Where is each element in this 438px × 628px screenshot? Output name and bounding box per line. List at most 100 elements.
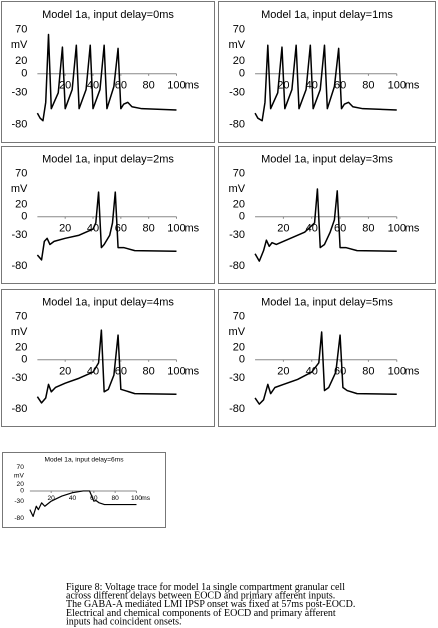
y-tick-label: 0 (21, 211, 27, 223)
y-tick-label: 70 (15, 311, 27, 323)
y-tick-label: 70 (15, 23, 27, 35)
panel-title: Model 1a, input delay=2ms (42, 154, 174, 166)
x-tick-label: 100 (388, 80, 406, 92)
panel-frame (218, 1, 436, 143)
y-axis-label: mV (11, 183, 28, 195)
y-axis-label: mV (14, 472, 24, 479)
voltage-trace (36, 329, 177, 404)
x-axis-label: ms (184, 80, 199, 92)
y-tick-label: -80 (11, 118, 27, 130)
panel-frame (1, 146, 215, 284)
y-tick-label: -30 (11, 372, 27, 384)
x-axis-label: ms (405, 80, 420, 92)
voltage-trace (254, 331, 397, 405)
x-tick-label: 40 (306, 223, 318, 235)
panel-title: Model 1a, input delay=5ms (261, 297, 393, 309)
x-tick-label: 80 (143, 366, 155, 378)
y-tick-label: 70 (15, 168, 27, 180)
caption-line: The GABA-A mediated LMI IPSP onset was f… (66, 599, 355, 610)
y-axis-label: mV (229, 183, 246, 195)
x-axis-label: ms (405, 366, 420, 378)
y-tick-label: 20 (233, 198, 245, 210)
y-tick-label: 70 (17, 464, 25, 471)
y-tick-label: 20 (15, 198, 27, 210)
y-tick-label: 20 (15, 55, 27, 67)
panel-frame (1, 1, 215, 143)
x-tick-label: 20 (59, 80, 71, 92)
x-tick-label: 100 (167, 80, 185, 92)
x-tick-label: 20 (59, 223, 71, 235)
panel-title: Model 1a, input delay=1ms (261, 9, 393, 21)
voltage-trace (36, 191, 177, 261)
caption-line: inputs had coincident onsets. (66, 616, 182, 627)
x-tick-label: 60 (115, 80, 127, 92)
x-axis-label: ms (405, 223, 420, 235)
x-tick-label: 80 (362, 366, 374, 378)
x-tick-label: 100 (167, 366, 185, 378)
x-tick-label: 20 (277, 366, 289, 378)
caption-line: across different delays between EOCD and… (66, 591, 335, 602)
x-tick-label: 20 (59, 366, 71, 378)
x-tick-label: 80 (362, 80, 374, 92)
y-tick-label: -30 (229, 87, 245, 99)
y-tick-label: -30 (11, 229, 27, 241)
y-tick-label: -30 (229, 229, 245, 241)
y-tick-label: 20 (17, 481, 25, 488)
x-tick-label: 40 (87, 80, 99, 92)
y-tick-label: -30 (14, 498, 24, 505)
x-tick-label: 100 (388, 366, 406, 378)
x-tick-label: 80 (143, 80, 155, 92)
x-tick-label: 80 (143, 223, 155, 235)
x-axis-label: ms (141, 495, 150, 502)
x-tick-label: 20 (277, 223, 289, 235)
y-tick-label: -80 (14, 515, 24, 522)
y-tick-label: 0 (239, 211, 245, 223)
x-tick-label: 60 (334, 223, 346, 235)
y-tick-label: 0 (21, 354, 27, 366)
x-tick-label: 80 (111, 495, 119, 502)
panel-frame (2, 452, 166, 528)
y-tick-label: -80 (11, 403, 27, 415)
y-tick-label: 20 (233, 55, 245, 67)
y-tick-label: -30 (11, 87, 27, 99)
x-axis-label: ms (184, 223, 199, 235)
y-axis-label: mV (11, 39, 28, 51)
y-tick-label: -80 (229, 403, 245, 415)
voltage-trace (254, 188, 397, 262)
panel-title: Model 1a, input delay=6ms (45, 456, 125, 463)
caption-line: Electrical and chemical components of EO… (66, 608, 336, 619)
panel-frame (218, 146, 436, 284)
caption-line: Figure 8: Voltage trace for model 1a sin… (66, 582, 345, 593)
y-tick-label: 0 (239, 68, 245, 80)
panel-frame (1, 289, 215, 427)
x-tick-label: 80 (362, 223, 374, 235)
x-tick-label: 100 (131, 495, 142, 502)
x-tick-label: 20 (48, 495, 56, 502)
panel-title: Model 1a, input delay=4ms (42, 297, 174, 309)
x-tick-label: 60 (90, 495, 98, 502)
x-tick-label: 60 (115, 366, 127, 378)
x-tick-label: 100 (167, 223, 185, 235)
y-tick-label: 0 (21, 68, 27, 80)
x-tick-label: 40 (69, 495, 77, 502)
y-tick-label: -80 (229, 118, 245, 130)
y-axis-label: mV (229, 39, 246, 51)
y-axis-label: mV (229, 326, 246, 338)
y-tick-label: -80 (11, 260, 27, 272)
y-tick-label: -80 (229, 260, 245, 272)
x-tick-label: 100 (388, 223, 406, 235)
voltage-trace (36, 33, 177, 122)
y-tick-label: 70 (233, 23, 245, 35)
panel-frame (218, 289, 436, 427)
y-tick-label: 20 (233, 341, 245, 353)
y-tick-label: -30 (229, 372, 245, 384)
voltage-trace (254, 44, 397, 122)
y-tick-label: 20 (15, 341, 27, 353)
y-axis-label: mV (11, 326, 28, 338)
y-tick-label: 0 (20, 488, 24, 495)
voltage-trace (29, 490, 137, 518)
panel-title: Model 1a, input delay=3ms (261, 154, 393, 166)
x-tick-label: 60 (334, 366, 346, 378)
y-tick-label: 70 (233, 168, 245, 180)
